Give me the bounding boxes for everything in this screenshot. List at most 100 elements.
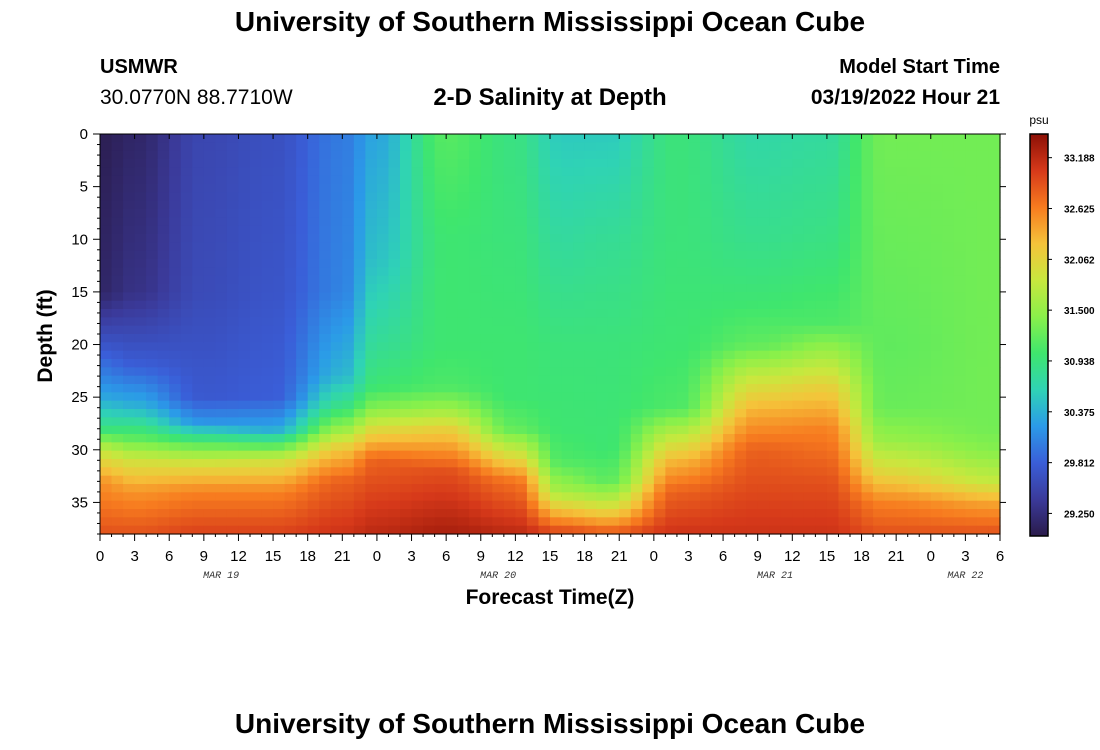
heatmap-cell (953, 384, 966, 393)
heatmap-cell (492, 392, 505, 402)
heatmap-cell (203, 509, 216, 518)
heatmap-cell (411, 392, 424, 402)
heatmap-cell (538, 392, 551, 402)
heatmap-cell (769, 442, 782, 452)
heatmap-cell (180, 475, 193, 485)
heatmap-cell (630, 250, 643, 260)
heatmap-cell (561, 434, 574, 443)
heatmap-cell (538, 217, 551, 227)
heatmap-cell (273, 225, 286, 235)
heatmap-cell (261, 367, 274, 377)
heatmap-cell (746, 159, 759, 168)
heatmap-cell (203, 259, 216, 268)
plot-title: 2-D Salinity at Depth (433, 84, 667, 111)
heatmap-cell (515, 434, 528, 443)
date-label: MAR 21 (757, 571, 793, 582)
heatmap-cell (826, 350, 840, 360)
heatmap-cell (619, 434, 632, 443)
heatmap-cell (134, 342, 147, 352)
heatmap-cell (873, 409, 886, 418)
heatmap-cell (157, 300, 170, 310)
heatmap-cell (411, 192, 424, 202)
heatmap-cell (492, 467, 505, 477)
heatmap-cell (457, 450, 470, 460)
heatmap-cell (596, 209, 609, 218)
heatmap-cell (769, 450, 782, 460)
heatmap-cell (919, 200, 932, 210)
heatmap-cell (584, 134, 597, 143)
heatmap-cell (884, 459, 897, 468)
heatmap-cell (296, 400, 309, 410)
heatmap-cell (619, 400, 632, 410)
heatmap-cell (111, 284, 124, 293)
heatmap-cell (653, 359, 666, 368)
heatmap-cell (457, 350, 470, 360)
heatmap-cell (596, 317, 609, 327)
heatmap-cell (734, 300, 747, 310)
heatmap-cell (261, 434, 274, 443)
heatmap-cell (896, 192, 909, 202)
heatmap-cell (688, 500, 701, 510)
heatmap-cell (965, 450, 978, 460)
heatmap-cell (400, 475, 413, 485)
heatmap-cell (930, 484, 943, 493)
heatmap-cell (411, 359, 424, 368)
heatmap-cell (146, 217, 159, 227)
heatmap-cell (538, 309, 551, 318)
heatmap-cell (907, 267, 920, 277)
heatmap-cell (261, 467, 274, 477)
heatmap-cell (203, 234, 216, 243)
heatmap-cell (353, 234, 366, 243)
heatmap-cell (423, 392, 436, 402)
heatmap-cell (584, 492, 597, 502)
heatmap-cell (550, 525, 563, 535)
heatmap-cell (688, 417, 701, 427)
heatmap-cell (746, 184, 759, 193)
heatmap-cell (503, 284, 516, 293)
heatmap-cell (850, 417, 863, 427)
heatmap-cell (411, 375, 424, 385)
heatmap-cell (896, 425, 909, 435)
heatmap-cell (815, 442, 828, 452)
heatmap-cell (942, 342, 955, 352)
heatmap-cell (480, 392, 493, 402)
heatmap-cell (296, 184, 309, 193)
heatmap-cell (792, 425, 805, 435)
heatmap-cell (815, 292, 828, 302)
heatmap-cell (503, 275, 516, 285)
heatmap-cell (919, 467, 932, 477)
x-tick-label: 6 (442, 548, 450, 565)
heatmap-cell (157, 384, 170, 393)
heatmap-cell (515, 484, 528, 493)
colorbar-bar (1029, 133, 1049, 537)
heatmap-cell (330, 284, 343, 293)
heatmap-cell (376, 184, 390, 193)
heatmap-cell (538, 159, 551, 168)
heatmap-cell (330, 200, 343, 210)
heatmap-cell (180, 342, 193, 352)
heatmap-cell (388, 367, 401, 377)
heatmap-cell (319, 492, 332, 502)
heatmap-cell (676, 192, 690, 202)
heatmap-cell (861, 384, 874, 393)
heatmap-cell (676, 375, 690, 385)
heatmap-cell (215, 259, 228, 268)
heatmap-cell (434, 234, 447, 243)
heatmap-cell (792, 400, 805, 410)
heatmap-cell (515, 417, 528, 427)
heatmap-cell (596, 242, 609, 252)
heatmap-cell (226, 342, 240, 352)
heatmap-cell (146, 509, 159, 518)
heatmap-cell (803, 459, 816, 468)
heatmap-cell (942, 217, 955, 227)
heatmap-cell (134, 159, 147, 168)
heatmap-cell (353, 159, 366, 168)
heatmap-cell (700, 342, 713, 352)
heatmap-cell (780, 317, 793, 327)
heatmap-cell (469, 300, 482, 310)
heatmap-cell (169, 267, 182, 277)
heatmap-cell (734, 434, 747, 443)
heatmap-cell (192, 200, 205, 210)
heatmap-cell (203, 359, 216, 368)
heatmap-cell (734, 259, 747, 268)
